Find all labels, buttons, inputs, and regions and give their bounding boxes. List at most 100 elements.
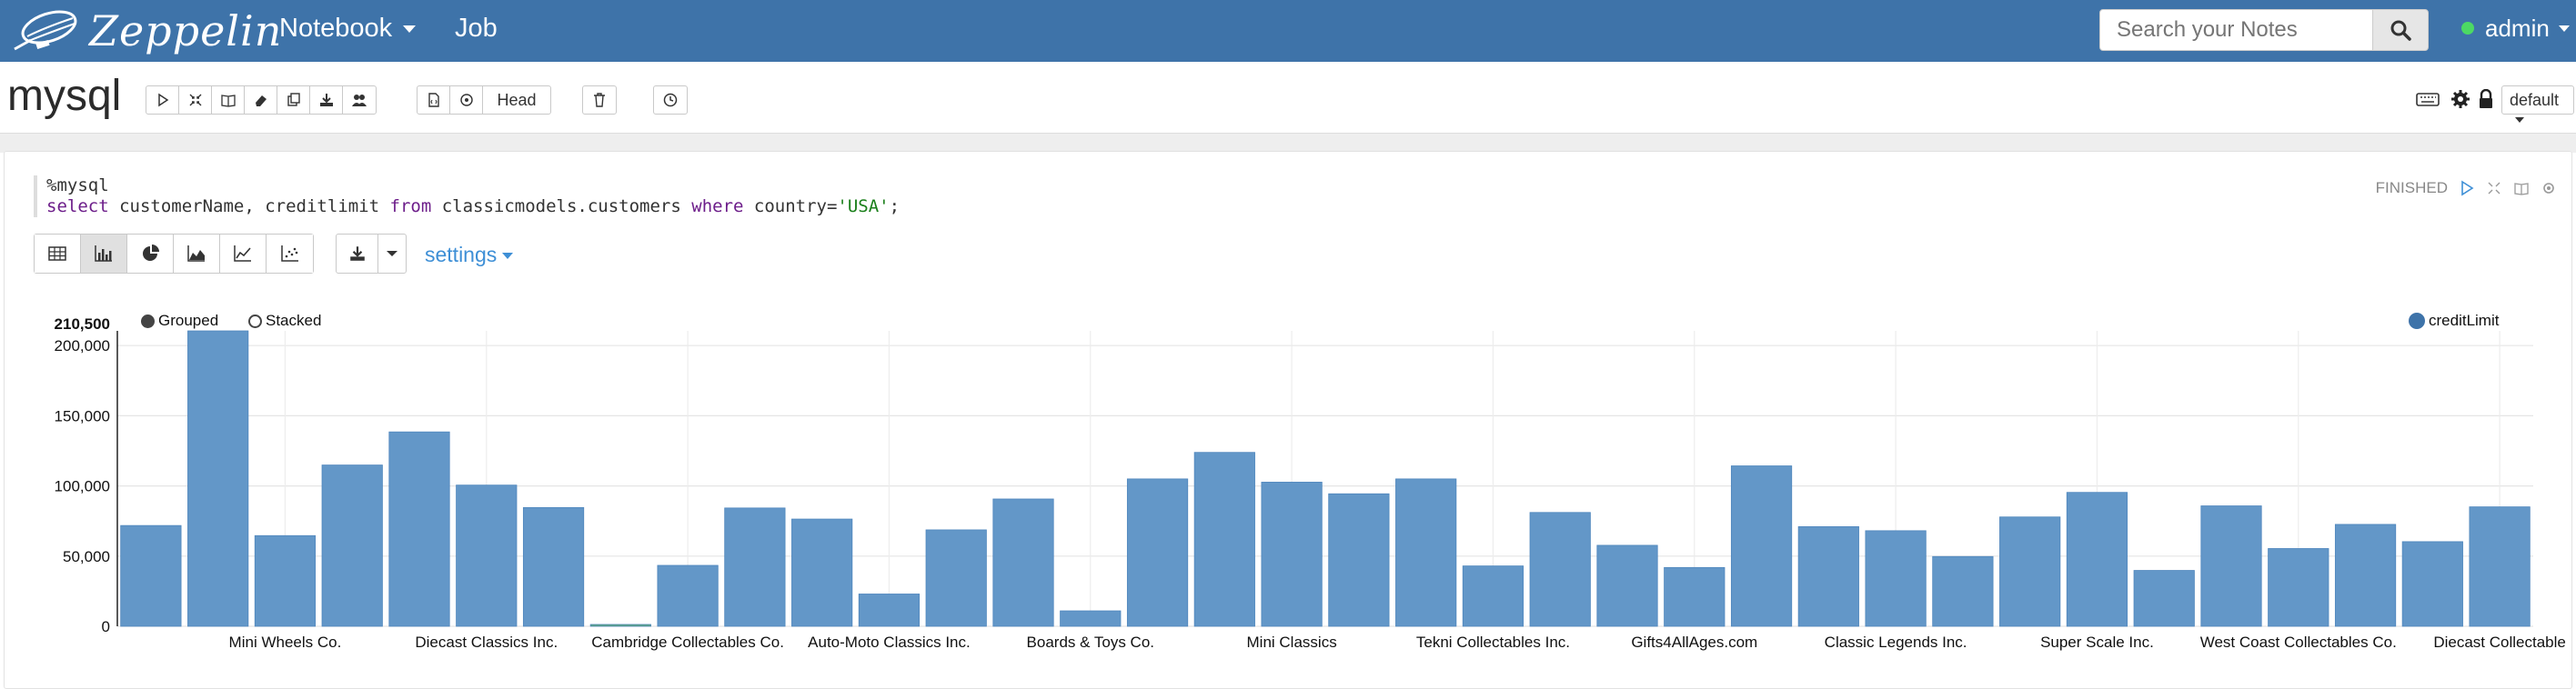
chart-settings-toggle[interactable]: settings <box>425 243 514 266</box>
note-permissions-button[interactable] <box>343 86 376 114</box>
bar <box>120 524 182 627</box>
bar <box>2133 570 2195 627</box>
note-title[interactable]: mysql <box>7 72 122 120</box>
bar <box>1060 610 1122 627</box>
revision-head-button[interactable]: Head <box>497 90 537 109</box>
username: admin <box>2485 15 2550 42</box>
collapse-icon[interactable] <box>2486 180 2502 196</box>
x-tick-label: Mini Wheels Co. <box>229 634 342 651</box>
toggle-output-button[interactable] <box>212 86 245 114</box>
bar <box>1462 565 1524 627</box>
book-icon[interactable] <box>2513 180 2530 196</box>
bar <box>1126 478 1189 627</box>
revision-compare-button[interactable] <box>450 86 483 114</box>
nav-job-link[interactable]: Job <box>455 13 498 44</box>
bar <box>858 594 921 627</box>
grouped-option[interactable]: Grouped <box>141 312 218 330</box>
keyboard-icon[interactable] <box>2416 90 2440 108</box>
brand-name: Zeppelin <box>89 6 283 55</box>
radio-selected-icon <box>141 314 155 328</box>
scatter-chart-icon <box>280 245 298 262</box>
clear-output-button[interactable] <box>245 86 277 114</box>
x-tick-label: Boards & Toys Co. <box>1027 634 1154 651</box>
bar <box>1797 525 1859 627</box>
run-all-button[interactable] <box>146 86 179 114</box>
bar <box>2066 492 2128 627</box>
toggle-editor-button[interactable] <box>179 86 212 114</box>
interpreter-binding-dropdown[interactable]: default <box>2501 85 2574 124</box>
pie-chart-button[interactable] <box>127 235 174 273</box>
gear-icon[interactable] <box>2450 89 2470 109</box>
delete-note-button[interactable] <box>583 86 616 114</box>
commit-button[interactable] <box>418 86 450 114</box>
bar-chart: 0 50,000 100,000 150,000 200,000 210,500 Mini … <box>55 315 2566 651</box>
bar-chart-button[interactable] <box>81 235 127 273</box>
area-chart-icon <box>187 245 205 262</box>
table-icon <box>48 246 66 261</box>
y-tick-label: 0 <box>102 618 110 635</box>
download-group <box>336 234 407 274</box>
x-tick-label: Super Scale Inc. <box>2040 634 2154 651</box>
chevron-down-icon <box>387 251 397 256</box>
nav-notebook-menu[interactable]: Notebook <box>279 13 417 44</box>
play-icon[interactable] <box>2459 180 2475 196</box>
search-notes-input[interactable] <box>2099 9 2374 51</box>
scheduler-button[interactable] <box>654 86 687 114</box>
stacked-option[interactable]: Stacked <box>248 312 321 330</box>
visualization-toolbar <box>34 234 314 274</box>
download-format-dropdown[interactable] <box>378 235 406 273</box>
lock-icon[interactable] <box>2478 89 2494 109</box>
zeppelin-logo[interactable]: Zeppelin <box>9 2 282 60</box>
interpreter-binding-label: default <box>2510 91 2560 109</box>
paragraph-status: FINISHED <box>2375 179 2448 196</box>
code-line-2: select customerName, creditlimit from cl… <box>46 196 943 217</box>
bar <box>925 529 987 627</box>
user-menu[interactable]: admin <box>2461 13 2570 44</box>
book-icon <box>220 95 236 107</box>
grouped-label: Grouped <box>158 312 219 329</box>
sql-keyword: from <box>389 196 432 216</box>
x-tick-label: West Coast Collectables Co. <box>2200 634 2397 651</box>
sql-text: classicmodels.customers <box>431 196 692 216</box>
line-chart-button[interactable] <box>220 235 267 273</box>
series-legend-label: creditLimit <box>2429 312 2500 329</box>
series-legend[interactable]: creditLimit <box>2409 312 2499 330</box>
gear-icon[interactable] <box>2541 180 2557 196</box>
x-tick-label: Diecast Classics Inc. <box>415 634 558 651</box>
scheduler-toolbar <box>653 85 688 115</box>
bar <box>522 506 585 627</box>
x-tick-label: Diecast Collectable <box>2433 634 2566 651</box>
bar <box>1664 566 1726 627</box>
export-note-button[interactable] <box>310 86 343 114</box>
circle-dot-icon <box>459 94 473 106</box>
bar <box>1730 465 1793 627</box>
line-chart-icon <box>234 245 251 262</box>
bar <box>1999 516 2061 627</box>
collapse-icon <box>189 94 201 106</box>
code-line-1: %mysql <box>46 175 109 195</box>
area-chart-button[interactable] <box>174 235 220 273</box>
chevron-down-icon <box>2515 117 2524 124</box>
bar <box>2469 506 2531 627</box>
search-button[interactable] <box>2372 9 2429 51</box>
download-data-button[interactable] <box>337 235 378 273</box>
header-divider <box>0 133 2576 153</box>
bar <box>2334 524 2397 627</box>
paragraph-status-bar: FINISHED <box>2376 179 2557 197</box>
clone-note-button[interactable] <box>277 86 310 114</box>
y-tick-label: 100,000 <box>55 478 110 495</box>
bar <box>1395 478 1457 627</box>
version-control-toolbar: Head <box>417 85 551 115</box>
stacked-label: Stacked <box>266 312 322 329</box>
code-editor[interactable]: %mysql select customerName, creditlimit … <box>34 175 943 217</box>
download-icon <box>349 246 365 261</box>
bar-chart-icon <box>95 245 112 262</box>
play-icon <box>157 93 168 107</box>
table-view-button[interactable] <box>35 235 81 273</box>
scatter-chart-button[interactable] <box>267 235 313 273</box>
search-icon <box>2390 20 2411 41</box>
file-code-icon <box>428 93 439 107</box>
bar <box>992 498 1054 627</box>
chevron-down-icon <box>403 25 417 34</box>
users-icon <box>352 95 367 106</box>
